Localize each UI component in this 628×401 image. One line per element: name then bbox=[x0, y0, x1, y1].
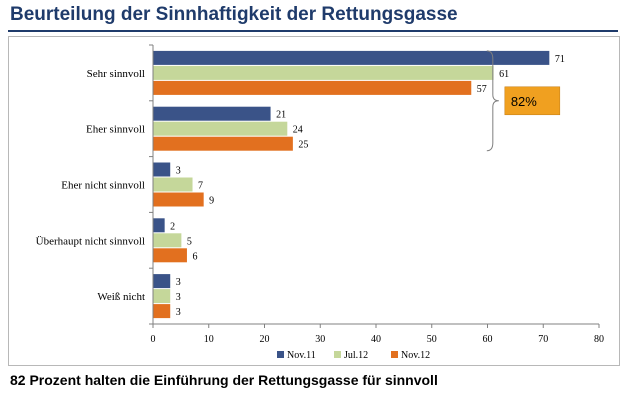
chart-frame: 0 10 20 30 40 50 60 70 80 Sehr sinnvoll Eher sinnv… bbox=[8, 36, 620, 366]
bar-nov-11-eher-sinnvoll bbox=[153, 106, 271, 121]
value-label-jul-12-sehr-sinnvoll: 61 bbox=[499, 69, 509, 80]
bar-jul-12-sehr-sinnvoll bbox=[153, 65, 494, 80]
value-label-jul-12-eher-nicht-sinnvoll: 7 bbox=[198, 181, 203, 192]
x-tick-label: 10 bbox=[204, 334, 214, 345]
page-title: Beurteilung der Sinnhaftigkeit der Rettu… bbox=[10, 4, 458, 25]
legend-label-nov-12: Nov.12 bbox=[401, 350, 430, 361]
title-divider bbox=[8, 30, 618, 32]
bar-jul-12-eher-sinnvoll bbox=[153, 121, 288, 136]
bar-nov-11-uberhaupt-nicht-sinnvoll bbox=[153, 218, 165, 233]
value-label-jul-12-eher-sinnvoll: 24 bbox=[293, 125, 303, 136]
x-tick-label: 60 bbox=[483, 334, 493, 345]
value-label-nov-11-eher-nicht-sinnvoll: 3 bbox=[176, 166, 181, 177]
category-label-weiss-nicht: Weiß nicht bbox=[97, 291, 145, 303]
category-label-uberhaupt-nicht-sinnvoll: Überhaupt nicht sinnvoll bbox=[36, 235, 145, 247]
legend-label-jul-12: Jul.12 bbox=[344, 350, 368, 361]
bar-nov-12-uberhaupt-nicht-sinnvoll bbox=[153, 248, 187, 263]
value-label-nov-12-uberhaupt-nicht-sinnvoll: 6 bbox=[192, 251, 197, 262]
callout-label: 82% bbox=[511, 94, 537, 109]
bar-nov-11-weiss-nicht bbox=[153, 274, 171, 289]
bar-jul-12-uberhaupt-nicht-sinnvoll bbox=[153, 233, 182, 248]
chart-caption: 82 Prozent halten die Einführung der Ret… bbox=[10, 372, 438, 388]
x-tick-label: 40 bbox=[371, 334, 381, 345]
bar-nov-12-eher-sinnvoll bbox=[153, 136, 293, 151]
bar-nov-12-eher-nicht-sinnvoll bbox=[153, 192, 204, 207]
value-label-nov-12-eher-nicht-sinnvoll: 9 bbox=[209, 196, 214, 207]
callout-box bbox=[504, 86, 561, 116]
value-label-nov-12-weiss-nicht: 3 bbox=[176, 307, 181, 318]
x-tick-label: 20 bbox=[260, 334, 270, 345]
bar-jul-12-weiss-nicht bbox=[153, 289, 171, 304]
bar-nov-12-sehr-sinnvoll bbox=[153, 80, 472, 95]
bar-nov-12-weiss-nicht bbox=[153, 304, 171, 319]
x-tick-label: 70 bbox=[538, 334, 548, 345]
bar-jul-12-eher-nicht-sinnvoll bbox=[153, 177, 193, 192]
x-tick-label: 30 bbox=[315, 334, 325, 345]
value-label-nov-11-sehr-sinnvoll: 71 bbox=[555, 54, 565, 65]
value-label-jul-12-weiss-nicht: 3 bbox=[176, 292, 181, 303]
value-label-nov-11-uberhaupt-nicht-sinnvoll: 2 bbox=[170, 221, 175, 232]
bar-nov-11-sehr-sinnvoll bbox=[153, 50, 550, 65]
bar-nov-11-eher-nicht-sinnvoll bbox=[153, 162, 171, 177]
value-label-jul-12-uberhaupt-nicht-sinnvoll: 5 bbox=[187, 236, 192, 247]
category-label-eher-nicht-sinnvoll: Eher nicht sinnvoll bbox=[61, 180, 145, 192]
x-tick-label: 50 bbox=[427, 334, 437, 345]
legend-swatch-nov-12 bbox=[391, 351, 398, 358]
category-label-sehr-sinnvoll: Sehr sinnvoll bbox=[87, 68, 145, 80]
bracket-icon bbox=[486, 50, 499, 152]
bar-chart: 0 10 20 30 40 50 60 70 80 Sehr sinnvoll Eher sinnv… bbox=[36, 44, 604, 361]
legend-swatch-jul-12 bbox=[334, 351, 341, 358]
x-tick-label: 80 bbox=[594, 334, 604, 345]
value-label-nov-11-eher-sinnvoll: 21 bbox=[276, 110, 286, 121]
legend-swatch-nov-11 bbox=[277, 351, 284, 358]
x-tick-label: 0 bbox=[151, 334, 156, 345]
legend-label-nov-11: Nov.11 bbox=[287, 350, 316, 361]
value-label-nov-12-sehr-sinnvoll: 57 bbox=[477, 84, 487, 95]
value-label-nov-11-weiss-nicht: 3 bbox=[176, 277, 181, 288]
category-label-eher-sinnvoll: Eher sinnvoll bbox=[86, 124, 145, 136]
value-label-nov-12-eher-sinnvoll: 25 bbox=[298, 140, 308, 151]
